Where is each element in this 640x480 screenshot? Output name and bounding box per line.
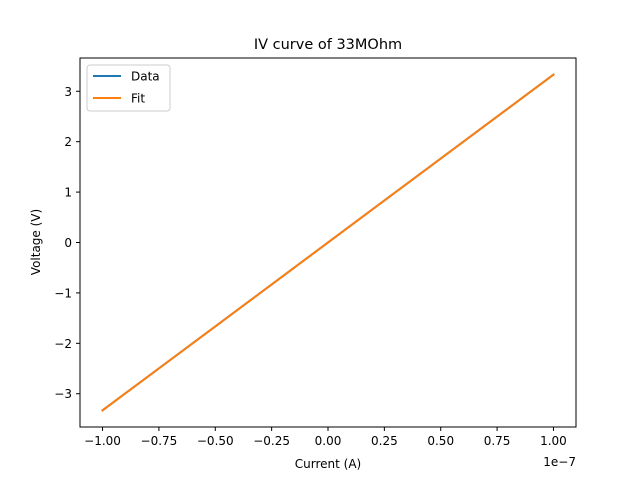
- y-tick-label: −1: [54, 286, 72, 300]
- y-tick-label: 1: [64, 186, 72, 200]
- x-tick-label: −0.75: [141, 434, 178, 448]
- series-line-fit: [101, 73, 555, 412]
- chart-title: IV curve of 33MOhm: [254, 37, 402, 53]
- legend-label-data: Data: [131, 70, 160, 84]
- x-tick-label: 0.00: [315, 434, 342, 448]
- x-tick-label: −1.00: [84, 434, 121, 448]
- y-tick-label: 2: [64, 135, 72, 149]
- plot-marks: [101, 73, 555, 412]
- y-axis-label: Voltage (V): [29, 209, 43, 275]
- x-axis-offset-label: 1e−7: [543, 455, 576, 469]
- y-tick-label: −2: [54, 337, 72, 351]
- x-tick-label: 0.75: [484, 434, 511, 448]
- x-tick-label: 0.50: [427, 434, 454, 448]
- x-axis-label: Current (A): [295, 457, 361, 471]
- x-tick-label: 0.25: [371, 434, 398, 448]
- legend-label-fit: Fit: [131, 92, 145, 106]
- x-tick-label: 1.00: [540, 434, 567, 448]
- legend: Data Fit: [86, 64, 171, 112]
- y-tick-label: 0: [64, 236, 72, 250]
- x-tick-label: −0.25: [253, 434, 290, 448]
- y-axis-ticks: −3 −2 −1 0 1 2 3: [54, 85, 80, 401]
- y-tick-label: 3: [64, 85, 72, 99]
- y-tick-label: −3: [54, 387, 72, 401]
- x-tick-label: −0.50: [197, 434, 234, 448]
- x-axis-ticks: −1.00 −0.75 −0.50 −0.25 0.00 0.25 0.50 0.75 1.00: [84, 427, 567, 448]
